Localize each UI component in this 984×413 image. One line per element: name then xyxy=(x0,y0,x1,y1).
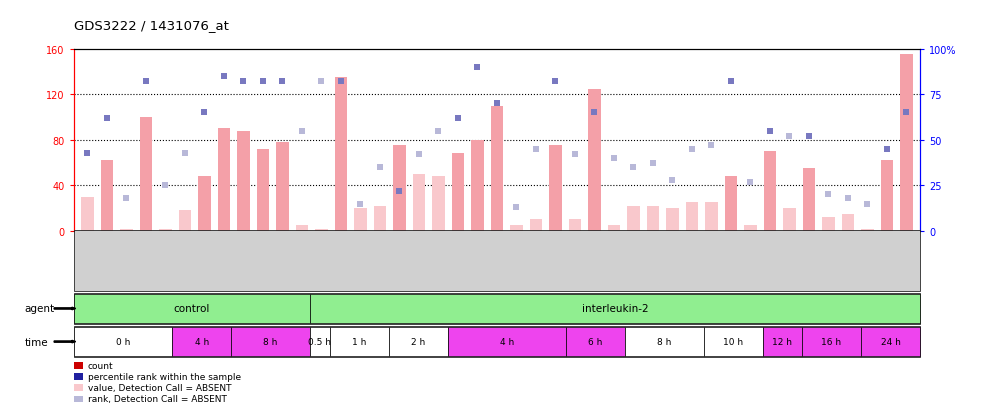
Text: 0 h: 0 h xyxy=(116,337,130,346)
Bar xyxy=(861,327,920,356)
Text: 1 h: 1 h xyxy=(352,337,366,346)
Text: interleukin-2: interleukin-2 xyxy=(582,304,648,314)
Bar xyxy=(100,161,113,231)
Bar xyxy=(510,225,523,231)
Bar xyxy=(159,229,172,231)
Bar xyxy=(471,140,484,231)
Bar xyxy=(803,169,815,231)
Bar xyxy=(452,154,464,231)
FancyBboxPatch shape xyxy=(74,293,920,324)
Bar xyxy=(900,55,913,231)
Bar xyxy=(706,203,717,231)
Bar xyxy=(783,209,796,231)
Text: 8 h: 8 h xyxy=(657,337,671,346)
Bar xyxy=(393,146,405,231)
Text: 2 h: 2 h xyxy=(411,337,425,346)
Text: control: control xyxy=(174,304,210,314)
Bar xyxy=(627,206,640,231)
Bar xyxy=(448,327,566,356)
Bar xyxy=(861,229,874,231)
Bar xyxy=(172,327,231,356)
Bar xyxy=(491,106,503,231)
Bar xyxy=(74,327,172,356)
Bar xyxy=(625,327,704,356)
Bar xyxy=(354,209,367,231)
Bar xyxy=(607,225,620,231)
Text: rank, Detection Call = ABSENT: rank, Detection Call = ABSENT xyxy=(88,394,226,404)
Bar xyxy=(330,327,389,356)
Bar xyxy=(295,225,308,231)
FancyBboxPatch shape xyxy=(74,326,920,357)
Bar xyxy=(231,327,310,356)
Bar xyxy=(744,225,757,231)
Text: 0.5 h: 0.5 h xyxy=(308,337,332,346)
Bar xyxy=(179,211,191,231)
Bar xyxy=(310,294,920,324)
Text: 8 h: 8 h xyxy=(264,337,277,346)
Text: percentile rank within the sample: percentile rank within the sample xyxy=(88,372,241,381)
Bar xyxy=(74,294,310,324)
Bar xyxy=(881,161,893,231)
Bar xyxy=(549,146,562,231)
Bar xyxy=(666,209,679,231)
Text: 10 h: 10 h xyxy=(723,337,743,346)
Bar xyxy=(566,327,625,356)
Bar xyxy=(310,327,330,356)
Bar xyxy=(412,174,425,231)
Text: value, Detection Call = ABSENT: value, Detection Call = ABSENT xyxy=(88,383,231,392)
Bar xyxy=(374,206,387,231)
Bar xyxy=(237,131,250,231)
Bar xyxy=(529,220,542,231)
Text: GDS3222 / 1431076_at: GDS3222 / 1431076_at xyxy=(74,19,228,31)
Text: 4 h: 4 h xyxy=(500,337,514,346)
Bar xyxy=(588,89,601,231)
Bar xyxy=(686,203,699,231)
Bar xyxy=(257,150,270,231)
Bar xyxy=(569,220,582,231)
Bar xyxy=(335,78,347,231)
Bar xyxy=(140,118,153,231)
Bar xyxy=(763,327,802,356)
Bar xyxy=(217,129,230,231)
Bar xyxy=(764,152,776,231)
Bar xyxy=(120,229,133,231)
Bar xyxy=(822,218,834,231)
Bar xyxy=(432,177,445,231)
Text: time: time xyxy=(25,337,48,347)
Bar xyxy=(277,143,288,231)
Text: agent: agent xyxy=(25,304,55,314)
Text: count: count xyxy=(88,361,113,370)
Text: 4 h: 4 h xyxy=(195,337,209,346)
Text: 16 h: 16 h xyxy=(822,337,841,346)
Bar xyxy=(198,177,211,231)
Bar xyxy=(389,327,448,356)
Bar xyxy=(724,177,737,231)
Bar xyxy=(315,229,328,231)
Bar xyxy=(704,327,763,356)
Text: 24 h: 24 h xyxy=(881,337,900,346)
Text: 6 h: 6 h xyxy=(588,337,602,346)
Bar xyxy=(646,206,659,231)
Bar xyxy=(802,327,861,356)
Text: 12 h: 12 h xyxy=(772,337,792,346)
Bar xyxy=(841,214,854,231)
Bar xyxy=(81,197,93,231)
